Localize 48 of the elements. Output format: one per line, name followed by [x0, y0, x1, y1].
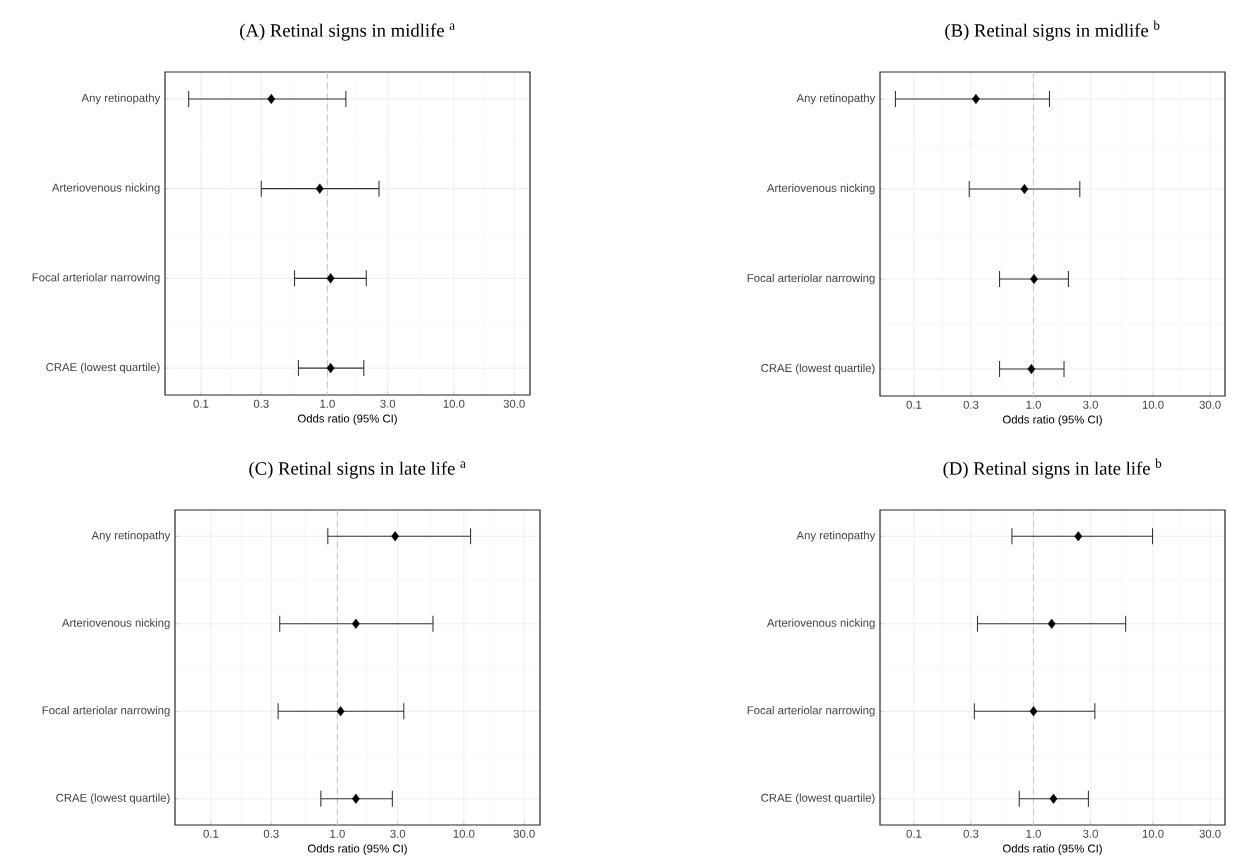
y-tick-label: CRAE (lowest quartile)	[761, 363, 875, 375]
x-tick-label: 0.1	[203, 829, 219, 838]
x-tick-label: 10.0	[453, 829, 475, 838]
y-tick-label: Any retinopathy	[91, 530, 171, 542]
x-tick-label: 0.1	[906, 829, 922, 838]
x-tick-label: 10.0	[1142, 400, 1164, 409]
x-tick-label: 1.0	[1026, 400, 1041, 409]
y-tick-label: Focal arteriolar narrowing	[747, 273, 875, 285]
chart-title: (C) Retinal signs in late life $^{a}$	[249, 461, 466, 479]
x-tick-label: 10.0	[1142, 829, 1164, 838]
x-tick-label: 30.0	[1199, 829, 1221, 838]
x-tick-label: 10.0	[443, 399, 465, 408]
x-tick-label: 0.1	[906, 400, 922, 409]
x-tick-label: 0.3	[253, 399, 269, 408]
x-axis-title: Odds ratio (95% CI)	[297, 414, 397, 425]
x-axis-title: Odds ratio (95% CI)	[307, 844, 407, 855]
chart-title: (D) Retinal signs in late life $^{b}$	[943, 458, 1162, 479]
x-tick-label: 0.3	[963, 400, 979, 409]
y-tick-label: Arteriovenous nicking	[61, 618, 170, 630]
y-tick-label: Any retinopathy	[796, 530, 876, 542]
x-tick-label: 1.0	[330, 829, 345, 838]
y-tick-label: Arteriovenous nicking	[766, 183, 875, 195]
y-tick-label: Any retinopathy	[796, 93, 876, 105]
chart-title: (A) Retinal signs in midlife $^{a}$	[240, 23, 455, 41]
x-tick-label: 30.0	[1199, 400, 1221, 409]
y-tick-label: Arteriovenous nicking	[766, 618, 875, 630]
x-tick-label: 3.0	[380, 399, 396, 408]
x-tick-label: 0.3	[263, 829, 279, 838]
x-tick-label: 3.0	[1083, 400, 1098, 409]
y-tick-label: Focal arteriolar narrowing	[32, 273, 160, 284]
x-axis-title: Odds ratio (95% CI)	[1002, 844, 1102, 855]
x-tick-label: 30.0	[513, 829, 535, 838]
chart-title: (B) Retinal signs in midlife $^{b}$	[945, 20, 1160, 41]
y-tick-label: Arteriovenous nicking	[51, 183, 160, 194]
y-tick-label: CRAE (lowest quartile)	[56, 793, 170, 805]
x-tick-label: 3.0	[1083, 829, 1098, 838]
x-tick-label: 1.0	[1026, 829, 1041, 838]
y-tick-label: CRAE (lowest quartile)	[46, 362, 160, 374]
x-axis-title: Odds ratio (95% CI)	[1002, 415, 1102, 426]
x-tick-label: 0.1	[193, 399, 209, 408]
y-tick-label: CRAE (lowest quartile)	[761, 793, 875, 805]
y-tick-label: Focal arteriolar narrowing	[747, 705, 875, 717]
x-tick-label: 30.0	[503, 399, 525, 408]
y-tick-label: Any retinopathy	[81, 93, 161, 105]
x-tick-label: 1.0	[320, 399, 335, 408]
x-tick-label: 3.0	[390, 829, 406, 838]
x-tick-label: 0.3	[963, 829, 979, 838]
y-tick-label: Focal arteriolar narrowing	[42, 705, 170, 717]
